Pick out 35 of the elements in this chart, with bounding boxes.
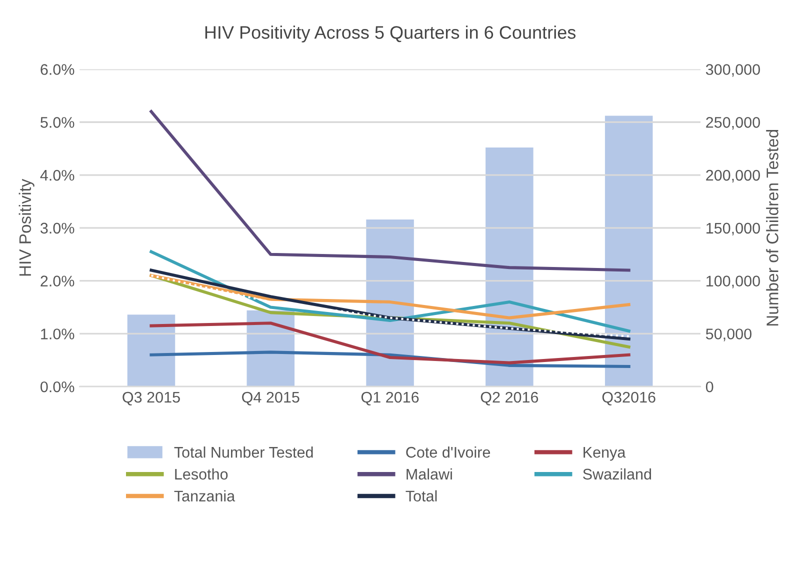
y-tick-label: 6.0%	[40, 64, 74, 75]
legend-label: Kenya	[584, 447, 626, 461]
chart-title: HIV Positivity Across 5 Quarters in 6 Countries	[205, 26, 576, 42]
y-tick-label: 1.0%	[41, 328, 74, 340]
y2-tick-label: 200,000	[706, 170, 760, 183]
bar	[127, 314, 176, 387]
x-tick-label: Q4 2015	[242, 392, 300, 406]
x-tick-label: Q2 2016	[480, 392, 538, 406]
y2-tick-label: 100,000	[706, 276, 760, 288]
y2-tick-label: 150,000	[706, 222, 760, 236]
legend-label: Swaziland	[583, 468, 652, 480]
y2-tick-label: 0	[706, 381, 714, 392]
legend-label: Tanzania	[174, 490, 236, 502]
y-axis-title: HIV Positivity	[18, 178, 34, 276]
y2-axis-title: Number of Children Tested	[766, 130, 778, 326]
x-tick-label: Q32016	[602, 392, 656, 406]
y-tick-label: 4.0%	[40, 170, 74, 181]
y-tick-label: 2.0%	[40, 276, 74, 286]
x-tick-label: Q1 2016	[361, 392, 419, 406]
legend-label: Malawi	[406, 468, 452, 480]
legend-label: Total Number Tested	[174, 446, 313, 458]
y-tick-label: 0.0%	[40, 381, 74, 392]
x-tick-label: Q3 2015	[122, 392, 180, 406]
line-series	[150, 274, 630, 320]
legend-label: Total	[406, 490, 437, 502]
line-series	[150, 322, 630, 364]
y2-tick-label: 50,000	[706, 328, 752, 342]
legend-label: Cote d'Ivoire	[406, 446, 490, 458]
y-tick-label: 3.0%	[40, 222, 74, 234]
y-tick-label: 5.0%	[40, 117, 74, 128]
legend-label: Lesotho	[175, 468, 228, 480]
bar	[604, 116, 653, 387]
y2-tick-label: 300,000	[706, 64, 760, 77]
line-series	[150, 110, 630, 272]
y2-tick-label: 250,000	[706, 117, 760, 130]
